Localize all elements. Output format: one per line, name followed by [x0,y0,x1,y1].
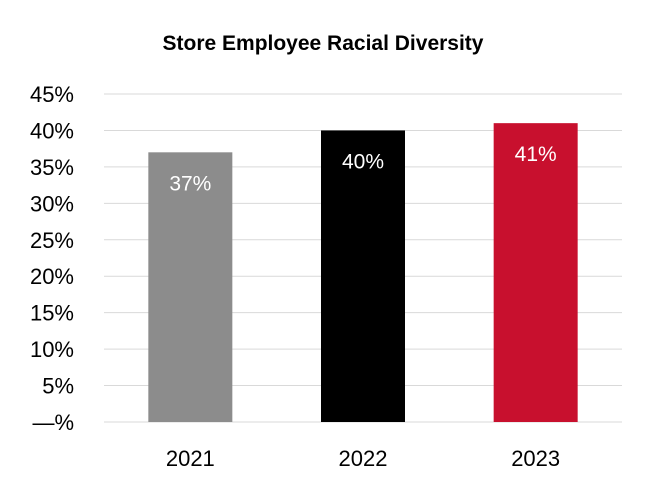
data-labels: 37% 40% 41% [169,143,556,195]
y-axis-ticks: —% 5% 10% 15% 20% 25% 30% 35% 40% 45% [30,82,74,435]
bars [148,123,578,423]
chart-title: Store Employee Racial Diversity [163,32,484,55]
bar-2022 [321,130,405,422]
data-label-2021: 37% [169,172,211,195]
y-tick-label: 25% [30,228,74,253]
bar-2023 [493,123,578,423]
x-category-label: 2021 [166,446,215,471]
x-category-label: 2022 [339,446,388,471]
y-tick-label: 15% [30,301,74,326]
bar-2021 [148,152,233,423]
y-tick-label: 40% [30,118,74,143]
y-tick-label: 45% [30,82,74,107]
data-label-2022: 40% [342,150,384,173]
y-tick-label: 10% [30,337,74,362]
y-tick-label: —% [32,410,74,435]
y-tick-label: 30% [30,191,74,216]
y-tick-label: 5% [42,374,74,399]
y-tick-label: 20% [30,264,74,289]
data-label-2023: 41% [515,143,557,166]
x-category-label: 2023 [511,446,560,471]
x-axis-categories: 2021 2022 2023 [166,446,560,471]
y-tick-label: 35% [30,155,74,180]
